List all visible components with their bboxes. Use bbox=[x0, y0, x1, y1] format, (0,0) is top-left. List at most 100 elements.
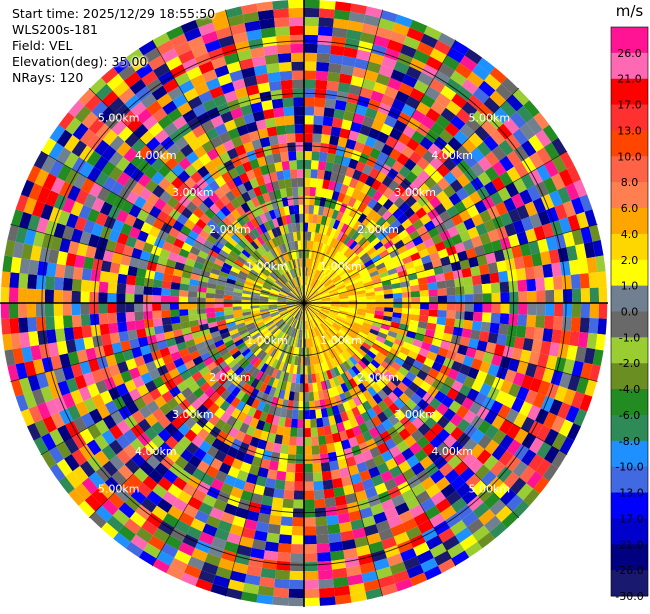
velocity-gate bbox=[331, 163, 341, 174]
velocity-gate bbox=[227, 14, 245, 27]
velocity-gate bbox=[128, 367, 141, 380]
velocity-gate bbox=[287, 354, 293, 365]
velocity-gate bbox=[438, 558, 456, 574]
colorbar-segment bbox=[611, 208, 648, 235]
velocity-gate bbox=[390, 376, 402, 387]
velocity-gate bbox=[40, 450, 57, 469]
velocity-gate bbox=[206, 254, 217, 263]
velocity-gate bbox=[251, 266, 261, 274]
velocity-gate bbox=[528, 168, 543, 186]
velocity-gate bbox=[385, 335, 396, 343]
velocity-gate bbox=[289, 292, 297, 299]
velocity-gate bbox=[128, 204, 142, 218]
velocity-gate bbox=[393, 453, 407, 466]
velocity-gate bbox=[88, 408, 103, 424]
velocity-gate bbox=[369, 328, 380, 336]
velocity-gate bbox=[285, 363, 291, 373]
velocity-gate bbox=[259, 576, 275, 588]
velocity-gate bbox=[300, 267, 303, 277]
velocity-gate bbox=[309, 409, 317, 420]
velocity-gate bbox=[330, 348, 339, 358]
velocity-gate bbox=[210, 457, 223, 471]
velocity-gate bbox=[223, 541, 240, 554]
velocity-gate bbox=[321, 322, 330, 330]
velocity-gate bbox=[101, 145, 117, 162]
velocity-gate bbox=[484, 151, 500, 167]
velocity-gate bbox=[120, 370, 133, 383]
velocity-gate bbox=[473, 303, 483, 313]
velocity-gate bbox=[226, 254, 237, 263]
velocity-gate bbox=[451, 550, 470, 567]
velocity-gate bbox=[287, 373, 293, 383]
velocity-gate bbox=[369, 372, 380, 383]
velocity-gate bbox=[341, 338, 351, 348]
velocity-gate bbox=[489, 400, 504, 415]
velocity-gate bbox=[347, 228, 357, 238]
velocity-gate bbox=[304, 535, 317, 545]
velocity-gate bbox=[177, 490, 193, 505]
velocity-gate bbox=[291, 186, 299, 197]
velocity-gate bbox=[382, 396, 394, 408]
velocity-gate bbox=[180, 572, 199, 587]
velocity-gate bbox=[276, 319, 285, 327]
velocity-gate bbox=[123, 147, 138, 163]
velocity-gate bbox=[364, 284, 374, 290]
colorbar-tick-label: -26.0 bbox=[615, 564, 643, 577]
velocity-gate bbox=[291, 223, 297, 233]
velocity-gate bbox=[342, 276, 352, 283]
velocity-gate bbox=[300, 285, 303, 295]
velocity-gate bbox=[224, 339, 235, 348]
velocity-gate bbox=[295, 142, 304, 152]
velocity-gate bbox=[387, 366, 398, 377]
velocity-gate bbox=[243, 414, 254, 426]
velocity-gate bbox=[549, 190, 563, 207]
velocity-gate bbox=[206, 148, 220, 161]
velocity-gate bbox=[273, 283, 282, 290]
velocity-gate bbox=[304, 133, 313, 143]
velocity-gate bbox=[483, 454, 499, 471]
velocity-gate bbox=[220, 231, 231, 242]
velocity-gate bbox=[375, 566, 393, 580]
velocity-gate bbox=[70, 389, 84, 405]
velocity-gate bbox=[178, 398, 191, 411]
ring-label: 5.00km bbox=[469, 482, 511, 495]
velocity-gate bbox=[215, 284, 226, 291]
velocity-gate bbox=[205, 127, 219, 141]
velocity-gate bbox=[405, 496, 421, 511]
velocity-gate bbox=[428, 289, 438, 297]
velocity-gate bbox=[470, 265, 481, 277]
velocity-gate bbox=[384, 507, 399, 520]
velocity-gate bbox=[215, 566, 233, 580]
velocity-gate bbox=[319, 310, 329, 316]
velocity-gate bbox=[80, 291, 90, 303]
velocity-gate bbox=[233, 312, 243, 318]
velocity-gate bbox=[226, 147, 239, 160]
velocity-gate bbox=[420, 33, 438, 49]
velocity-gate bbox=[445, 78, 462, 94]
velocity-gate bbox=[218, 131, 232, 144]
velocity-gate bbox=[198, 153, 212, 166]
velocity-gate bbox=[575, 243, 587, 260]
velocity-gate bbox=[331, 386, 340, 397]
velocity-gate bbox=[271, 98, 284, 109]
velocity-gate bbox=[98, 281, 109, 293]
velocity-gate bbox=[98, 303, 108, 314]
velocity-gate bbox=[288, 317, 295, 326]
velocity-gate bbox=[262, 342, 271, 352]
velocity-gate bbox=[198, 570, 216, 584]
velocity-gate bbox=[298, 195, 304, 205]
velocity-gate bbox=[405, 224, 417, 235]
velocity-gate bbox=[298, 249, 302, 259]
velocity-gate bbox=[143, 294, 153, 303]
velocity-gate bbox=[237, 239, 248, 250]
velocity-gate bbox=[14, 194, 29, 212]
velocity-gate bbox=[55, 263, 66, 278]
velocity-gate bbox=[80, 314, 91, 327]
velocity-gate bbox=[306, 311, 311, 320]
velocity-gate bbox=[431, 361, 443, 372]
velocity-gate bbox=[284, 417, 292, 428]
velocity-gate bbox=[169, 527, 187, 542]
velocity-gate bbox=[65, 117, 82, 135]
velocity-gate bbox=[350, 342, 360, 351]
velocity-gate bbox=[279, 188, 288, 199]
